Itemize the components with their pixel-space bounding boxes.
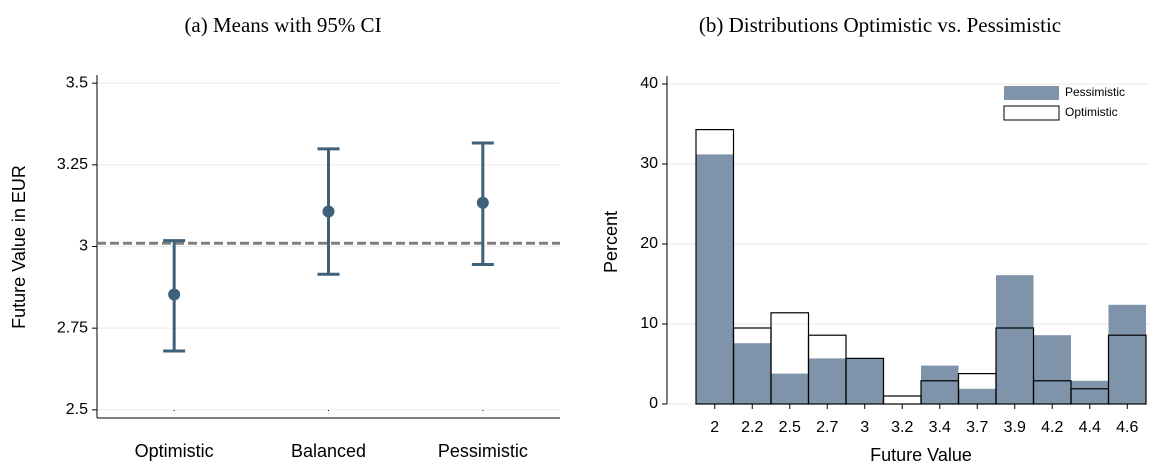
y-tick-label: 2.75 xyxy=(57,319,88,336)
x-tick-label: 4.4 xyxy=(1079,419,1101,436)
x-tick-label: Optimistic xyxy=(135,441,214,461)
y-tick-label: 3.25 xyxy=(57,156,88,173)
y-tick-label: 20 xyxy=(640,235,658,252)
x-tick-label: 2.7 xyxy=(816,419,838,436)
bar xyxy=(771,373,809,404)
x-tick-label: 3.2 xyxy=(891,419,913,436)
x-tick-label: 2.2 xyxy=(741,419,763,436)
bar xyxy=(1108,304,1146,404)
legend-label: Pessimistic xyxy=(1065,85,1125,99)
bar xyxy=(996,275,1034,404)
x-tick-label: Pessimistic xyxy=(438,441,528,461)
bar xyxy=(733,343,771,404)
y-tick-label: 30 xyxy=(640,155,658,172)
x-tick-label: Balanced xyxy=(291,441,366,461)
y-tick-label: 0 xyxy=(649,395,658,412)
bar-outline xyxy=(882,395,922,405)
mean-point xyxy=(168,288,181,301)
bar xyxy=(921,365,959,404)
legend-swatch xyxy=(1003,105,1060,121)
x-tick-label: 3.7 xyxy=(966,419,988,436)
y-tick-label: 3 xyxy=(79,238,88,255)
y-axis-label: Future Value in EUR xyxy=(9,165,29,329)
x-axis-label: Future Value xyxy=(870,445,972,465)
bar xyxy=(1033,335,1071,404)
x-tick-label: 3.9 xyxy=(1004,419,1026,436)
legend-label: Optimistic xyxy=(1065,105,1118,119)
y-axis-label: Percent xyxy=(601,211,621,273)
bar xyxy=(1071,380,1109,404)
mean-point xyxy=(322,205,335,218)
bar xyxy=(846,358,884,404)
y-tick-label: 2.5 xyxy=(66,401,88,418)
bar xyxy=(808,358,846,404)
y-tick-label: 3.5 xyxy=(66,74,88,91)
mean-point xyxy=(476,196,489,209)
legend-swatch xyxy=(1004,86,1059,100)
y-tick-label: 40 xyxy=(640,75,658,92)
x-tick-label: 3 xyxy=(860,419,869,436)
bar xyxy=(696,154,734,404)
x-tick-label: 2 xyxy=(710,419,719,436)
x-tick-label: 2.5 xyxy=(779,419,801,436)
x-tick-label: 3.4 xyxy=(929,419,951,436)
x-tick-label: 4.2 xyxy=(1041,419,1063,436)
y-tick-label: 10 xyxy=(640,315,658,332)
x-tick-label: 4.6 xyxy=(1116,419,1138,436)
chart-title: (b) Distributions Optimistic vs. Pessimi… xyxy=(699,13,1061,37)
bar xyxy=(958,388,996,404)
chart-title: (a) Means with 95% CI xyxy=(184,13,381,37)
